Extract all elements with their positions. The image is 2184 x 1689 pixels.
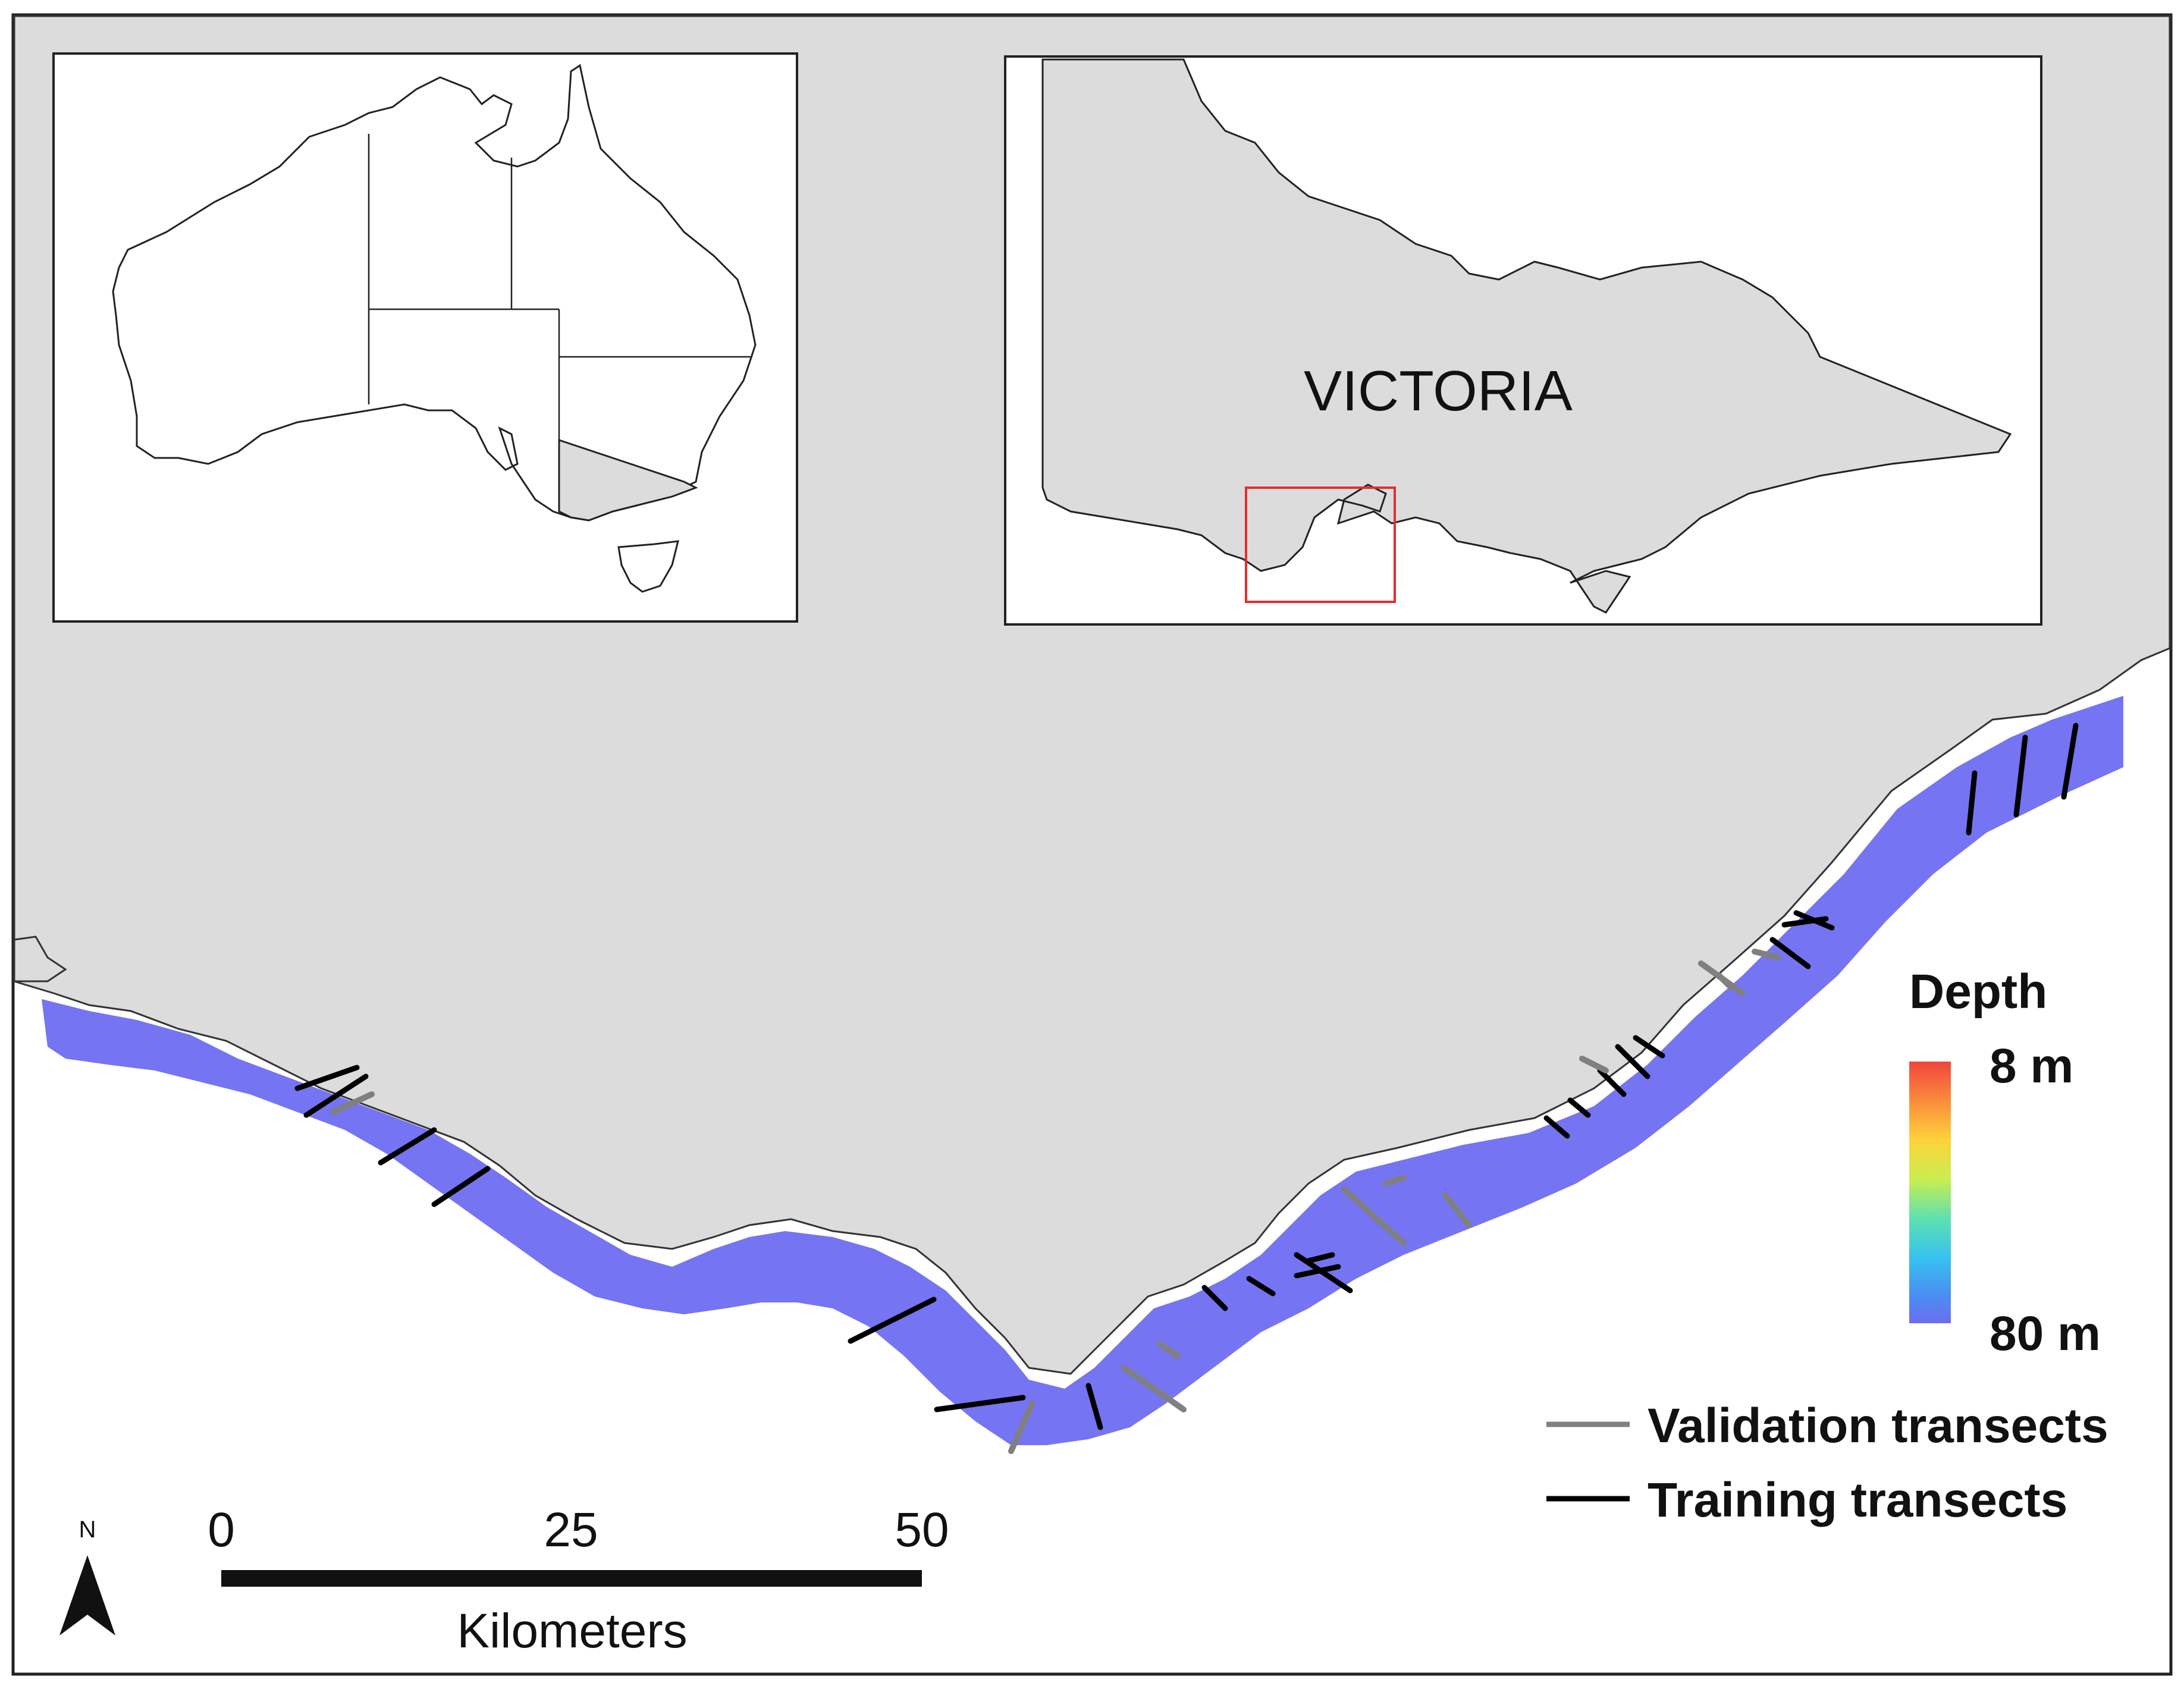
training-transect bbox=[1294, 1264, 1341, 1279]
transect-legend: Validation transects Training transects bbox=[1546, 1399, 2108, 1527]
depth-legend-title: Depth bbox=[1909, 965, 2047, 1019]
training-transect bbox=[1615, 1044, 1650, 1079]
training-transect bbox=[378, 1127, 437, 1166]
australia-outline bbox=[112, 64, 757, 522]
training-transect bbox=[934, 1395, 1026, 1412]
validation-transect bbox=[1752, 949, 1781, 960]
region-label: VICTORIA bbox=[1304, 359, 1573, 423]
training-transect bbox=[848, 1296, 937, 1344]
scale-tick-25: 25 bbox=[544, 1503, 598, 1557]
validation-transect bbox=[1121, 1365, 1187, 1412]
training-transect bbox=[294, 1065, 360, 1091]
victoria-inset: VICTORIA bbox=[1004, 55, 2042, 626]
australia-victoria-highlight bbox=[558, 438, 698, 522]
training-transect bbox=[1769, 937, 1811, 969]
north-arrow: N bbox=[59, 1517, 115, 1635]
scale-bar-line bbox=[221, 1570, 922, 1587]
victoria-outline bbox=[1041, 58, 2012, 614]
north-arrow-icon bbox=[59, 1555, 115, 1635]
validation-transect bbox=[1442, 1192, 1472, 1228]
tasmania-outline bbox=[617, 540, 679, 593]
training-transect bbox=[303, 1073, 369, 1118]
coastal-inlet bbox=[13, 935, 67, 982]
depth-max-label: 80 m bbox=[1990, 1307, 2101, 1361]
training-transect bbox=[1294, 1252, 1353, 1294]
validation-transect bbox=[1008, 1401, 1035, 1454]
training-transect bbox=[431, 1166, 491, 1207]
transects-layer bbox=[294, 723, 2079, 1454]
bathymetry-band bbox=[42, 696, 2123, 1445]
training-transect bbox=[1246, 1276, 1276, 1296]
validation-transect bbox=[1157, 1341, 1181, 1359]
north-arrow-label: N bbox=[79, 1517, 96, 1543]
depth-min-label: 8 m bbox=[1990, 1039, 2073, 1093]
training-transect bbox=[1567, 1097, 1591, 1118]
depth-legend: Depth 8 m 80 m bbox=[1909, 965, 2101, 1361]
training-transect bbox=[1085, 1383, 1103, 1430]
training-transect bbox=[1966, 770, 1978, 836]
training-transect bbox=[1597, 1068, 1627, 1097]
training-transect bbox=[1633, 1035, 1665, 1059]
validation-transect bbox=[1383, 1175, 1407, 1186]
study-area-box bbox=[1245, 486, 1396, 603]
scale-tick-0: 0 bbox=[208, 1503, 235, 1557]
training-transect bbox=[1543, 1115, 1570, 1139]
training-transect bbox=[2013, 734, 2028, 818]
scale-unit-label: Kilometers bbox=[457, 1604, 687, 1658]
validation-transect bbox=[1716, 972, 1734, 990]
training-transect bbox=[2061, 723, 2079, 800]
validation-transect bbox=[1579, 1056, 1609, 1073]
scale-bar: 0 25 50 Kilometers bbox=[208, 1503, 949, 1658]
australia-inset bbox=[52, 52, 798, 623]
training-transect bbox=[1793, 910, 1835, 931]
validation-transect bbox=[330, 1091, 375, 1115]
training-legend-label: Training transects bbox=[1648, 1473, 2067, 1527]
depth-color-ramp bbox=[1909, 1062, 1951, 1323]
scale-tick-50: 50 bbox=[895, 1503, 949, 1557]
validation-legend-label: Validation transects bbox=[1648, 1399, 2108, 1453]
state-borders bbox=[368, 134, 752, 511]
training-transect bbox=[1201, 1285, 1228, 1311]
validation-transect bbox=[1341, 1186, 1407, 1246]
training-transect bbox=[1306, 1252, 1335, 1264]
